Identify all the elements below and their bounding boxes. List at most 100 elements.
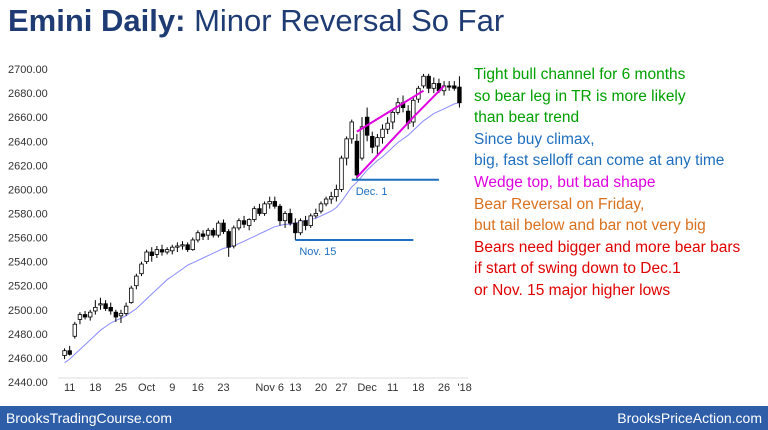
bull-candle-body (344, 138, 349, 159)
candle (329, 191, 334, 204)
bull-candle-body (98, 303, 103, 306)
bull-candle-body (385, 122, 390, 130)
bear-candle-body (272, 201, 278, 207)
x-tick-label: 16 (192, 382, 204, 394)
bull-candle-body (380, 128, 385, 139)
candle (272, 196, 278, 209)
candle (375, 134, 380, 156)
y-tick-label: 2640.00 (8, 136, 48, 148)
wedge-line (356, 89, 425, 133)
candle (226, 229, 231, 257)
y-tick-label: 2620.00 (8, 160, 48, 172)
bear-candle-body (200, 233, 206, 237)
bull-candle-body (236, 220, 242, 229)
candle (98, 297, 103, 310)
title-bar: Emini Daily: Minor Reversal So Far (0, 0, 768, 42)
candle (380, 124, 385, 144)
candle (370, 131, 375, 154)
annotation-line: if start of swing down to Dec.1 (474, 260, 681, 278)
annotation-line: Bear Reversal on Friday, (474, 195, 645, 213)
candle (308, 213, 313, 228)
candle (431, 77, 436, 94)
footer-right-link[interactable]: BrooksPriceAction.com (617, 410, 762, 426)
candle (216, 220, 221, 238)
x-tick-label: '18 (457, 382, 471, 394)
candle (359, 117, 365, 161)
candle (149, 247, 154, 262)
candle (118, 309, 124, 324)
y-tick-label: 2580.00 (8, 208, 48, 220)
x-tick-label: Nov 6 (255, 382, 284, 394)
candle (72, 321, 78, 339)
bear-candle-body (293, 222, 298, 234)
footer-left-link[interactable]: BrooksTradingCourse.com (6, 410, 172, 426)
bull-candle-body (375, 137, 380, 147)
bear-candle-body (288, 213, 293, 224)
candle (385, 117, 390, 135)
wedge-line (412, 85, 445, 118)
bull-candle-body (118, 312, 124, 317)
bull-candle-body (431, 83, 436, 89)
annotation-line: than bear trend (474, 109, 580, 127)
candle (246, 218, 252, 231)
candle (67, 345, 72, 356)
moving-average-line (64, 102, 460, 364)
candle (282, 211, 288, 228)
bull-candle-body (93, 306, 98, 312)
x-tick-label: 18 (412, 382, 424, 394)
bear-candle-body (113, 311, 119, 318)
bear-candle-body (211, 229, 216, 236)
bull-candle-body (180, 244, 185, 247)
candle (236, 218, 242, 231)
candle (77, 312, 83, 325)
x-axis: 11 18 25 Oct 9 16 23 Nov 6 13 20 27 Dec 11 18 26 '18 (64, 382, 472, 394)
candle (123, 302, 129, 316)
bull-candle-body (72, 323, 78, 337)
candle (231, 225, 236, 249)
bull-candle-body (298, 220, 303, 234)
y-tick-label: 2520.00 (8, 281, 48, 293)
bull-candle-body (195, 232, 201, 241)
candle (175, 242, 180, 252)
annotation-line: Since buy climax, (474, 130, 595, 148)
candle (185, 242, 190, 252)
candle (267, 196, 272, 209)
candle (180, 241, 185, 250)
candle (426, 73, 431, 94)
bull-candle-body (390, 111, 395, 123)
candle (211, 227, 216, 238)
candle (159, 244, 165, 256)
candle (452, 81, 457, 91)
y-tick-label: 2480.00 (8, 329, 48, 341)
bear-candle-body (226, 231, 231, 248)
bull-candle-body (205, 229, 211, 236)
candle (339, 155, 344, 192)
candle (88, 309, 93, 321)
candle (411, 97, 416, 127)
candle (93, 300, 98, 315)
bear-candle-body (159, 249, 165, 253)
bull-candle-body (359, 126, 365, 159)
bull-candle-body (282, 213, 288, 222)
candle (241, 215, 247, 228)
candle (349, 119, 354, 144)
overlays: Dec. 1 Nov. 15 (295, 85, 445, 258)
candle (144, 249, 149, 265)
x-tick-label: 25 (115, 382, 127, 394)
x-tick-label: 27 (335, 382, 347, 394)
y-tick-label: 2680.00 (8, 88, 48, 100)
bear-candle-body (82, 314, 88, 318)
bull-candle-body (62, 350, 67, 356)
candle (103, 300, 108, 311)
y-tick-label: 2660.00 (8, 112, 48, 124)
bull-candle-body (190, 239, 195, 250)
bear-candle-body (241, 220, 247, 225)
candle (82, 310, 88, 320)
wedge-line (356, 116, 415, 179)
x-tick-label: 26 (438, 382, 450, 394)
candles (62, 73, 462, 360)
bear-candle-body (303, 220, 308, 226)
bull-candle-body (323, 198, 329, 205)
bear-candle-body (446, 85, 452, 88)
candle (134, 273, 139, 290)
